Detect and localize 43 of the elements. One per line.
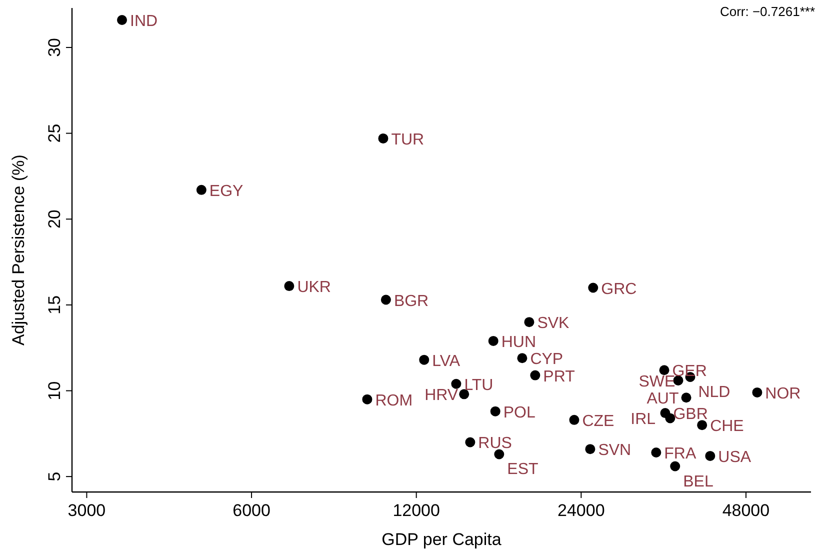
annotation: IND <box>130 13 158 30</box>
annotation: LTU <box>464 376 494 394</box>
annotation: LVA <box>432 352 460 370</box>
x-tick-label: 24000 <box>558 501 605 520</box>
y-tick-label: 10 <box>45 381 64 400</box>
annotation: GER <box>672 363 707 380</box>
x-tick-label: 6000 <box>232 501 270 520</box>
annotation: Corr: −0.7261*** <box>720 4 815 19</box>
annotation: ROM <box>375 392 413 410</box>
y-tick-label: 20 <box>45 210 64 229</box>
annotation: HRV <box>424 387 458 404</box>
x-tick-label: 12000 <box>392 501 440 520</box>
y-tick-label: 15 <box>45 295 64 314</box>
annotation: USA <box>718 448 752 466</box>
annotation: GRC <box>601 280 637 298</box>
y-tick-label: 30 <box>45 38 64 57</box>
y-axis-title: Adjusted Persistence (%) <box>9 154 28 346</box>
annotation: NLD <box>698 384 730 402</box>
annotation: EGY <box>209 182 244 200</box>
annotation: TUR <box>391 131 424 148</box>
annotation: SVN <box>598 442 632 460</box>
annotation: IRL <box>630 411 656 428</box>
annotation: BGR <box>394 292 429 310</box>
annotation: PRT <box>543 368 576 386</box>
annotation: HUN <box>501 334 536 351</box>
annotation: AUT <box>646 390 679 408</box>
annotation: CZE <box>582 412 614 430</box>
annotation: RUS <box>478 435 512 452</box>
annotation: GBR <box>673 406 708 424</box>
annotation: CHE <box>710 418 744 436</box>
annotation: SVK <box>537 315 570 332</box>
x-axis-title: GDP per Capita <box>382 530 502 549</box>
annotation: EST <box>507 461 538 478</box>
annotation: NOR <box>765 385 801 402</box>
annotation: BEL <box>683 473 714 490</box>
annotation: POL <box>503 404 536 422</box>
x-tick-label: 48000 <box>722 501 770 520</box>
x-tick-label: 3000 <box>68 501 106 520</box>
annotation: FRA <box>664 446 696 463</box>
annotation: CYP <box>530 351 564 368</box>
y-tick-label: 25 <box>45 124 64 143</box>
annotation: UKR <box>297 279 331 296</box>
y-tick-label: 5 <box>45 472 64 482</box>
